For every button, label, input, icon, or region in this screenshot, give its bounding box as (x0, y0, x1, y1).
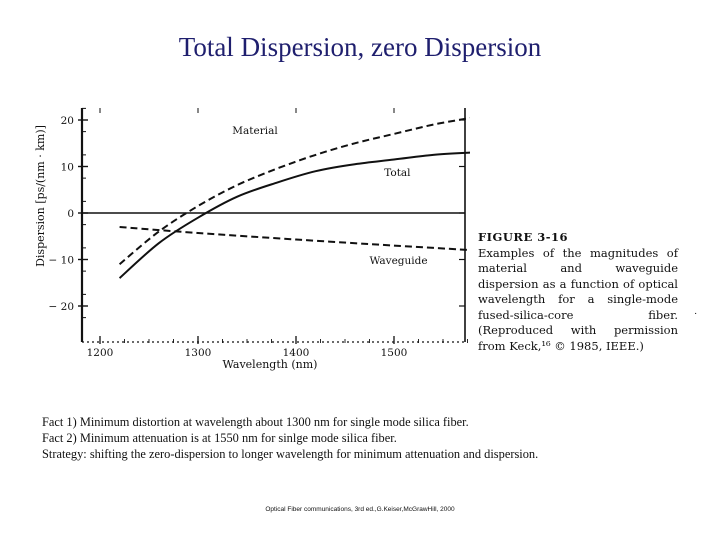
strategy: Strategy: shifting the zero-dispersion t… (42, 447, 539, 461)
x-tick-label: 1400 (283, 347, 310, 359)
series-label-waveguide: Waveguide (370, 255, 428, 267)
x-tick-label: 1500 (381, 347, 408, 359)
y-tick-label: 10 (61, 162, 74, 174)
y-axis-label: Dispersion [ps/(nm · km)] (34, 125, 47, 267)
source-citation: Optical Fiber communications, 3rd ed.,G.… (265, 506, 455, 513)
slide-title: Total Dispersion, zero Dispersion (178, 32, 542, 62)
x-axis-label: Wavelength (nm) (223, 358, 318, 371)
series-line-material (118, 117, 470, 265)
y-tick-label: 20 (61, 115, 74, 127)
series-line-waveguide (119, 226, 470, 252)
figure-caption: FIGURE 3-16 Examples of the magnitudes o… (478, 230, 678, 354)
x-tick-label: 1200 (87, 347, 114, 359)
y-tick-label: − 10 (49, 255, 75, 267)
y-tick-label: − 20 (49, 301, 75, 313)
fact-1: Fact 1) Minimum distortion at wavelength… (42, 415, 469, 429)
series-label-total: Total (384, 167, 411, 179)
y-tick-label: 0 (67, 208, 74, 220)
facts-block: Fact 1) Minimum distortion at wavelength… (42, 414, 702, 462)
figure-caption-text: Examples of the magnitudes of material a… (478, 245, 678, 353)
fact-2: Fact 2) Minimum attenuation is at 1550 n… (42, 431, 397, 445)
decorative-dot: · (694, 308, 698, 319)
figure-label: FIGURE 3-16 (478, 230, 568, 244)
x-tick-label: 1300 (185, 347, 212, 359)
series-label-material: Material (232, 125, 278, 137)
series-line-total (118, 151, 470, 279)
